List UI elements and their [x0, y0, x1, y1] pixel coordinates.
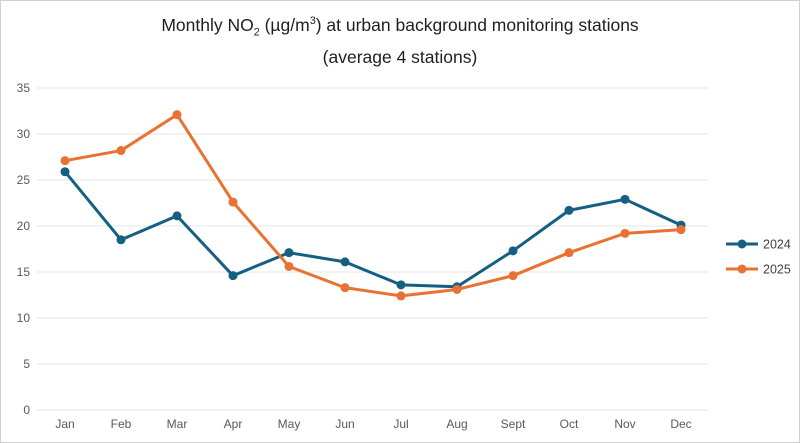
data-point-2024-Jul — [396, 280, 406, 290]
chart-title-line1: Monthly NO2 (µg/m3) at urban background … — [161, 14, 639, 39]
x-axis-tick-label: Apr — [224, 417, 243, 431]
data-point-2025-Jan — [60, 156, 70, 166]
y-axis-tick-label: 20 — [17, 219, 31, 233]
data-point-2024-Oct — [564, 205, 574, 215]
x-axis-tick-label: Nov — [614, 417, 635, 431]
data-point-2024-Feb — [116, 235, 126, 245]
data-point-2025-Sept — [508, 271, 518, 281]
y-axis-tick-label: 15 — [17, 265, 31, 279]
data-point-2025-Jun — [340, 283, 350, 293]
chart-title-line2: (average 4 stations) — [322, 47, 478, 68]
x-axis-tick-label: Dec — [670, 417, 691, 431]
y-axis-tick-label: 0 — [23, 403, 30, 417]
y-axis-tick-label: 35 — [17, 81, 31, 95]
y-axis-tick-label: 30 — [17, 127, 31, 141]
y-axis-tick-label: 25 — [17, 173, 31, 187]
data-point-2025-Mar — [172, 110, 182, 120]
y-axis-tick-label: 5 — [23, 357, 30, 371]
x-axis-tick-label: May — [278, 417, 301, 431]
data-point-2024-Jan — [60, 167, 70, 177]
legend-marker-2025 — [737, 264, 747, 274]
series-line-2025 — [63, 113, 683, 298]
data-point-2025-May — [284, 261, 294, 271]
x-axis-tick-label: Feb — [111, 417, 132, 431]
x-axis-tick-label: Jul — [393, 417, 408, 431]
data-point-2025-Jul — [396, 291, 406, 301]
data-point-2024-May — [284, 248, 294, 258]
data-point-2024-Jun — [340, 257, 350, 267]
series-line-2024 — [63, 170, 683, 289]
x-axis-tick-label: Oct — [560, 417, 579, 431]
legend-label-2024: 2024 — [763, 238, 791, 252]
data-point-2025-Nov — [620, 228, 630, 238]
x-axis-tick-label: Jun — [335, 417, 354, 431]
chart-title: Monthly NO2 (µg/m3) at urban background … — [1, 9, 799, 70]
data-point-2025-Feb — [116, 146, 126, 156]
data-point-2025-Aug — [452, 284, 462, 294]
data-point-2025-Dec — [676, 225, 686, 235]
y-axis-tick-label: 10 — [17, 311, 31, 325]
data-point-2025-Apr — [228, 197, 238, 207]
data-point-2025-Oct — [564, 248, 574, 258]
legend-marker-2024 — [737, 239, 747, 249]
x-axis-tick-label: Mar — [167, 417, 188, 431]
x-axis-tick-label: Aug — [446, 417, 467, 431]
data-point-2024-Apr — [228, 271, 238, 281]
x-axis-tick-label: Sept — [501, 417, 526, 431]
data-point-2024-Nov — [620, 194, 630, 204]
data-point-2024-Mar — [172, 211, 182, 221]
x-axis-tick-label: Jan — [55, 417, 74, 431]
data-point-2024-Sept — [508, 246, 518, 256]
legend-label-2025: 2025 — [763, 263, 791, 277]
